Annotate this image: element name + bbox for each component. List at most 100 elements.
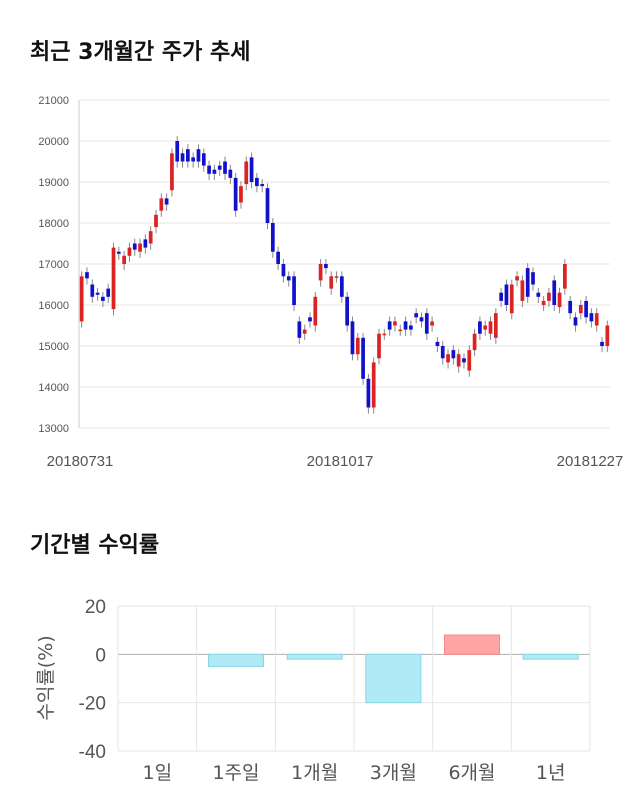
candle-body (143, 239, 148, 248)
candle-body (483, 325, 488, 330)
x-tick-label: 1일 (143, 762, 173, 784)
candle-body (318, 264, 323, 281)
candle-body (424, 313, 429, 334)
candle-body (159, 198, 164, 211)
y-tick-label: -20 (79, 694, 106, 715)
x-tick-label: 3개월 (370, 762, 417, 784)
candle-body (233, 177, 238, 211)
candle-body (164, 198, 169, 205)
candle-body (488, 321, 493, 334)
candle-body (244, 161, 249, 185)
x-tick-label: 1개월 (291, 762, 338, 784)
candle-body (339, 276, 344, 297)
period-return-title: 기간별 수익률 (30, 533, 160, 558)
x-tick-label: 1년 (536, 762, 566, 784)
candle-body (361, 337, 365, 379)
candle-body (292, 276, 296, 305)
candle-body (387, 321, 392, 330)
candle-body (265, 188, 270, 223)
candle-body (154, 214, 158, 228)
candle-body (472, 333, 477, 351)
candle-body (116, 251, 121, 254)
candle-body (403, 321, 408, 330)
candle-body (308, 317, 312, 322)
y-tick-label: 20000 (38, 136, 69, 148)
candle-body (185, 149, 190, 162)
y-tick-label: 13000 (38, 423, 69, 435)
candle-body (217, 165, 222, 170)
y-tick-label: 21000 (38, 95, 69, 107)
y-tick-label: 19000 (38, 177, 69, 189)
candle-body (324, 264, 328, 269)
bar (443, 634, 501, 655)
candle-body (451, 350, 456, 359)
candle-body (462, 358, 466, 363)
candle-body (350, 321, 355, 355)
candle-body (600, 341, 604, 346)
candle-body (414, 313, 419, 318)
candle-body (531, 272, 535, 285)
candle-body (249, 157, 254, 182)
candle-body (138, 243, 142, 252)
candle-body (255, 177, 259, 187)
candle-body (191, 157, 196, 162)
candle-body (239, 186, 243, 203)
bar (207, 653, 265, 667)
candle-body (371, 362, 376, 408)
candle-body (122, 255, 126, 264)
y-tick-label: 17000 (38, 259, 69, 271)
candle-body (467, 350, 472, 371)
candle-body (515, 276, 519, 281)
candle-body (573, 317, 578, 326)
candle-body (148, 231, 153, 244)
candle-body (377, 333, 381, 359)
candle-body (478, 321, 482, 334)
x-tick-label: 20180731 (47, 453, 114, 470)
candle-body (228, 169, 233, 178)
candle-body (456, 354, 461, 367)
y-tick-label: 16000 (38, 300, 69, 312)
candle-body (302, 329, 307, 334)
candle-body (111, 247, 116, 310)
candle-body (493, 313, 498, 338)
candle-body (297, 321, 302, 338)
candle-body (90, 284, 95, 297)
candle-body (196, 149, 201, 162)
x-tick-label: 1주일 (212, 762, 259, 784)
x-tick-label: 6개월 (448, 762, 495, 784)
candle-body (520, 280, 525, 301)
candle-body (329, 276, 334, 289)
y-axis-label: 수익률(%) (35, 635, 57, 720)
candle-body (95, 292, 100, 295)
candle-body (446, 354, 450, 363)
candle-body (366, 378, 371, 408)
candle-body (212, 169, 217, 174)
candle-body (313, 296, 318, 326)
candle-body (409, 325, 413, 330)
candle-body (334, 276, 339, 278)
candle-body (541, 300, 546, 305)
y-tick-label: 18000 (38, 218, 69, 230)
candle-body (175, 141, 180, 162)
y-tick-label: 14000 (38, 382, 69, 394)
candle-body (207, 165, 211, 174)
candle-body (276, 251, 280, 264)
candle-body (170, 153, 174, 191)
candle-body (393, 321, 397, 326)
candle-body (430, 321, 434, 326)
price-trend-title: 최근 3개월간 주가 추세 (30, 40, 251, 65)
candle-body (398, 329, 403, 332)
y-tick-label: -40 (79, 742, 106, 763)
candle-body (127, 247, 132, 256)
candle-body (568, 300, 573, 314)
candle-body (101, 296, 105, 301)
y-tick-label: 20 (85, 597, 106, 618)
candle-body (589, 313, 594, 322)
bar (365, 653, 422, 704)
candle-body (260, 184, 265, 187)
candle-body (578, 305, 583, 314)
candle-body (557, 292, 562, 308)
candle-body (525, 268, 530, 297)
candle-body (223, 161, 227, 174)
bar (522, 653, 579, 660)
